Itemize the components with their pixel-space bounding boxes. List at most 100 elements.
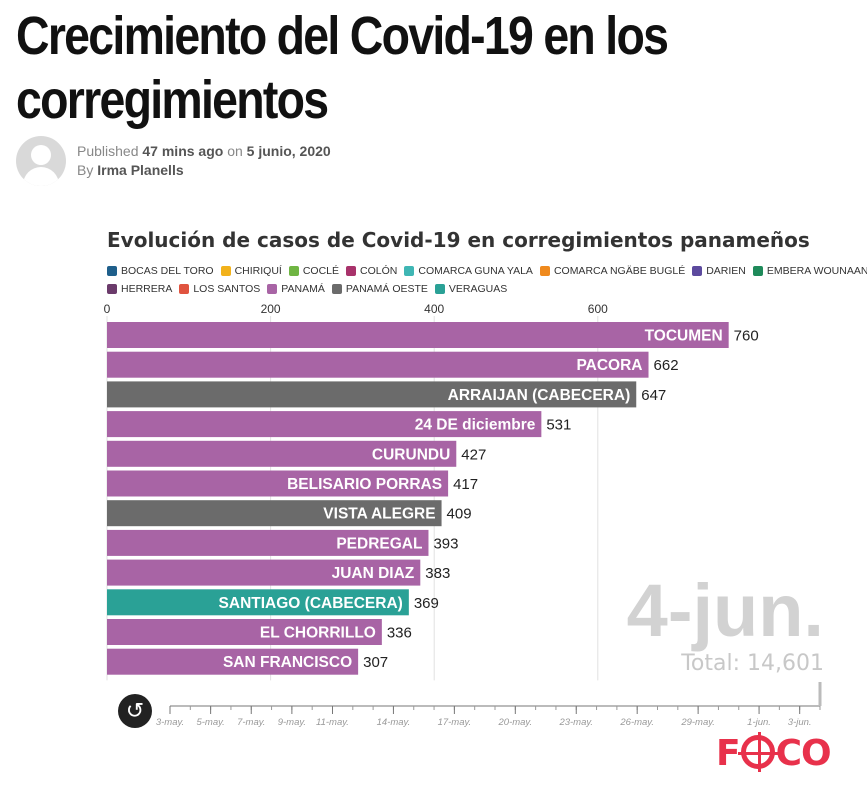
- timeline-tick-label: 1-jun.: [747, 717, 771, 728]
- bar: [107, 529, 429, 556]
- legend-swatch: [539, 266, 550, 276]
- bar: [107, 381, 637, 408]
- legend-label: COLÓN: [360, 265, 398, 277]
- legend-swatch: [404, 266, 415, 276]
- legend-swatch: [346, 266, 357, 276]
- legend-item[interactable]: LOS SANTOS: [179, 283, 260, 295]
- foco-logo: F CO: [716, 732, 832, 774]
- bar-value-label: 336: [387, 625, 412, 642]
- timeline-handle: [818, 682, 822, 706]
- bar-value-label: 427: [461, 446, 486, 463]
- timeline-tick-label: 26-may.: [619, 717, 654, 728]
- legend-swatch: [434, 284, 445, 294]
- bar: [107, 470, 449, 497]
- legend-item[interactable]: COCLÉ: [288, 265, 340, 277]
- bar-value-label: 417: [453, 476, 478, 493]
- bar-category-label: SANTIAGO (CABECERA): [219, 595, 403, 612]
- bar-category-label: VISTA ALEGRE: [323, 506, 435, 523]
- bar: [107, 440, 457, 467]
- bar-value-label: 307: [363, 654, 388, 671]
- legend-label: VERAGUAS: [448, 283, 508, 295]
- article-headline: Crecimiento del Covid-19 en los corregim…: [16, 6, 669, 130]
- legend-label: PANAMÁ: [281, 283, 325, 295]
- bar-value-label: 760: [734, 328, 759, 345]
- bar-category-label: SAN FRANCISCO: [223, 654, 352, 671]
- published-ago: 47 mins ago: [142, 143, 224, 159]
- bar-value-label: 393: [433, 535, 458, 552]
- legend-label: LOS SANTOS: [193, 283, 261, 295]
- legend-swatch: [107, 284, 117, 294]
- timeline-tick-label: 5-may.: [196, 717, 224, 728]
- bar-category-label: BELISARIO PORRAS: [287, 476, 442, 493]
- replay-button[interactable]: ↺: [118, 694, 152, 728]
- bar-category-label: EL CHORRILLO: [260, 625, 376, 642]
- legend-label: HERRERA: [121, 283, 173, 295]
- published-date: 5 junio, 2020: [246, 143, 331, 159]
- legend-item[interactable]: BOCAS DEL TORO: [107, 265, 214, 277]
- by-label: By: [77, 162, 94, 178]
- bar-value-label: 383: [425, 565, 450, 582]
- legend-item[interactable]: PANAMÁ: [267, 283, 325, 295]
- legend-item[interactable]: COMARCA NGÄBE BUGLÉ: [539, 265, 686, 277]
- legend-item[interactable]: DARIEN: [692, 265, 746, 277]
- logo-target-icon: [737, 732, 778, 772]
- logo-letters-co: CO: [775, 733, 832, 774]
- legend-item[interactable]: PANAMÁ OESTE: [331, 283, 428, 295]
- timeline-tick-label: 3-may.: [156, 717, 184, 728]
- legend-item[interactable]: COMARCA GUNA YALA: [404, 265, 533, 277]
- legend-swatch: [179, 284, 190, 294]
- legend-label: COCLÉ: [302, 265, 340, 277]
- byline: By Irma Planells: [77, 161, 331, 180]
- bar: [107, 648, 359, 675]
- timeline-tick-label: 7-may.: [237, 717, 265, 728]
- legend-swatch: [220, 266, 231, 276]
- chart-legend: BOCAS DEL TORO CHIRIQUÍ COCLÉ COLÓN COMARCA …: [107, 262, 867, 298]
- timeline-tick-label: 11-may.: [316, 717, 349, 728]
- on-label: on: [227, 143, 243, 159]
- legend-swatch: [288, 266, 299, 276]
- x-tick-label: 400: [424, 302, 444, 316]
- legend-label: BOCAS DEL TORO: [121, 265, 214, 277]
- bar: [107, 559, 421, 586]
- bar: [107, 589, 409, 616]
- legend-swatch: [107, 266, 117, 276]
- x-tick-label: 200: [261, 302, 281, 316]
- legend-item[interactable]: CHIRIQUÍ: [220, 265, 282, 277]
- legend-swatch: [692, 266, 703, 276]
- author-avatar: [16, 136, 66, 186]
- bar-value-label: 531: [546, 417, 571, 434]
- bar-category-label: 24 DE diciembre: [415, 417, 536, 434]
- total-label: Total: 14,601: [680, 651, 824, 676]
- timeline-tick-label: 17-may.: [438, 717, 472, 728]
- legend-item[interactable]: COLÓN: [346, 265, 397, 277]
- bar-value-label: 369: [414, 595, 439, 612]
- article-meta: Published 47 mins ago on 5 junio, 2020 B…: [77, 142, 331, 180]
- timeline-tick-label: 9-may.: [278, 717, 306, 728]
- timeline-tick-label: 3-jun.: [788, 717, 812, 728]
- current-date-label: 4-jun.: [627, 569, 824, 652]
- avatar-head-shape: [31, 145, 51, 165]
- x-tick-label: 600: [588, 302, 608, 316]
- legend-label: PANAMÁ OESTE: [345, 283, 428, 295]
- x-tick-label: 0: [104, 302, 111, 316]
- bar-value-label: 409: [447, 506, 472, 523]
- bar-value-label: 662: [654, 357, 679, 374]
- bar-value-label: 647: [641, 387, 666, 404]
- replay-icon: ↺: [125, 698, 145, 723]
- legend-item[interactable]: EMBERA WOUNAAN: [752, 265, 867, 277]
- legend-label: DARIEN: [706, 265, 746, 277]
- legend-row: BOCAS DEL TORO CHIRIQUÍ COCLÉ COLÓN COMARCA …: [107, 262, 867, 280]
- legend-item[interactable]: HERRERA: [107, 283, 172, 295]
- legend-label: COMARCA NGÄBE BUGLÉ: [553, 265, 686, 277]
- bar: [107, 322, 729, 348]
- timeline-tick-label: 23-may.: [558, 717, 593, 728]
- timeline-tick-label: 20-may.: [498, 717, 533, 728]
- bar: [107, 619, 382, 645]
- logo-letter-f: F: [716, 733, 741, 774]
- legend-swatch: [267, 284, 278, 294]
- author-name[interactable]: Irma Planells: [97, 162, 184, 178]
- timeline-tick-label: 14-may.: [377, 717, 411, 728]
- legend-row: HERRERA LOS SANTOS PANAMÁ PANAMÁ OESTE VERAG…: [107, 280, 827, 298]
- legend-item[interactable]: VERAGUAS: [434, 283, 508, 295]
- legend-swatch: [331, 284, 342, 294]
